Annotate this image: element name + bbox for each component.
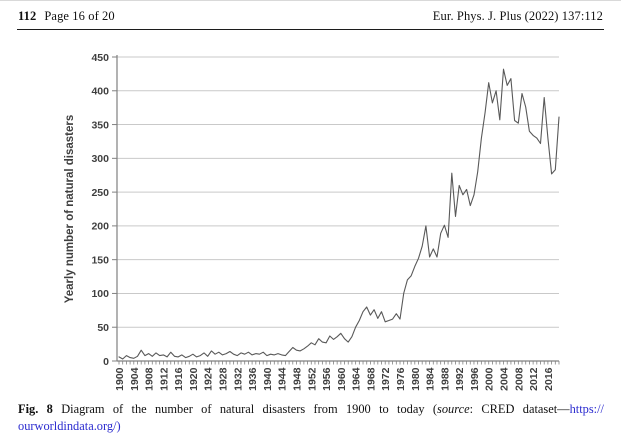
- caption-line-2: ourworldindata.org/): [18, 418, 604, 434]
- x-tick-label: 1920: [188, 367, 200, 391]
- x-tick-label: 2016: [543, 367, 555, 391]
- caption-line-1: Fig. 8 Diagram of the number of natural …: [18, 401, 604, 418]
- dataset-link-part1[interactable]: https://: [570, 402, 604, 416]
- x-tick-label: 1960: [336, 367, 348, 391]
- x-tick-label: 1948: [291, 367, 303, 391]
- x-tick-label: 1968: [365, 367, 377, 391]
- x-tick-label: 2012: [528, 367, 540, 391]
- x-tick-label: 2004: [499, 367, 511, 391]
- x-tick-label: 1956: [321, 367, 333, 391]
- y-tick-label: 0: [103, 356, 109, 368]
- y-axis-title: Yearly number of natural disasters: [64, 115, 76, 304]
- x-tick-label: 1900: [114, 367, 126, 391]
- x-tick-label: 1908: [144, 367, 156, 391]
- y-tick-label: 350: [91, 119, 109, 131]
- x-tick-label: 1928: [218, 367, 230, 391]
- y-tick-label: 400: [91, 86, 109, 98]
- x-tick-label: 1940: [262, 367, 274, 391]
- x-tick-label: 1980: [410, 367, 422, 391]
- x-tick-label: 2000: [484, 367, 496, 391]
- x-tick-label: 1912: [158, 367, 170, 391]
- disasters-series-line: [119, 69, 559, 359]
- x-tick-label: 2008: [513, 367, 525, 391]
- x-tick-label: 1936: [247, 367, 259, 391]
- figure-label: Fig. 8: [18, 402, 53, 416]
- y-tick-label: 450: [91, 52, 109, 64]
- x-tick-label: 1992: [454, 367, 466, 391]
- x-tick-label: 1988: [439, 367, 451, 391]
- x-tick-label: 1976: [395, 367, 407, 391]
- x-tick-label: 1952: [306, 367, 318, 391]
- x-tick-label: 1904: [129, 367, 141, 391]
- dataset-link-part2[interactable]: ourworldindata.org/): [18, 419, 121, 433]
- x-tick-label: 1996: [469, 367, 481, 391]
- x-tick-label: 1944: [277, 367, 289, 391]
- x-tick-label: 1916: [173, 367, 185, 391]
- x-tick-label: 1932: [232, 367, 244, 391]
- y-tick-label: 50: [97, 322, 109, 334]
- y-tick-label: 200: [91, 221, 109, 233]
- x-tick-label: 1972: [380, 367, 392, 391]
- x-tick-label: 1964: [351, 367, 363, 391]
- x-tick-label: 1924: [203, 367, 215, 391]
- y-tick-label: 300: [91, 153, 109, 165]
- caption-source-word: source: [437, 402, 470, 416]
- y-tick-label: 250: [91, 187, 109, 199]
- y-tick-label: 150: [91, 254, 109, 266]
- figure-caption: Fig. 8 Diagram of the number of natural …: [18, 401, 604, 434]
- y-tick-label: 100: [91, 288, 109, 300]
- caption-text: Diagram of the number of natural disaste…: [61, 402, 437, 416]
- caption-text-after: : CRED dataset—: [470, 402, 570, 416]
- x-tick-label: 1984: [425, 367, 437, 391]
